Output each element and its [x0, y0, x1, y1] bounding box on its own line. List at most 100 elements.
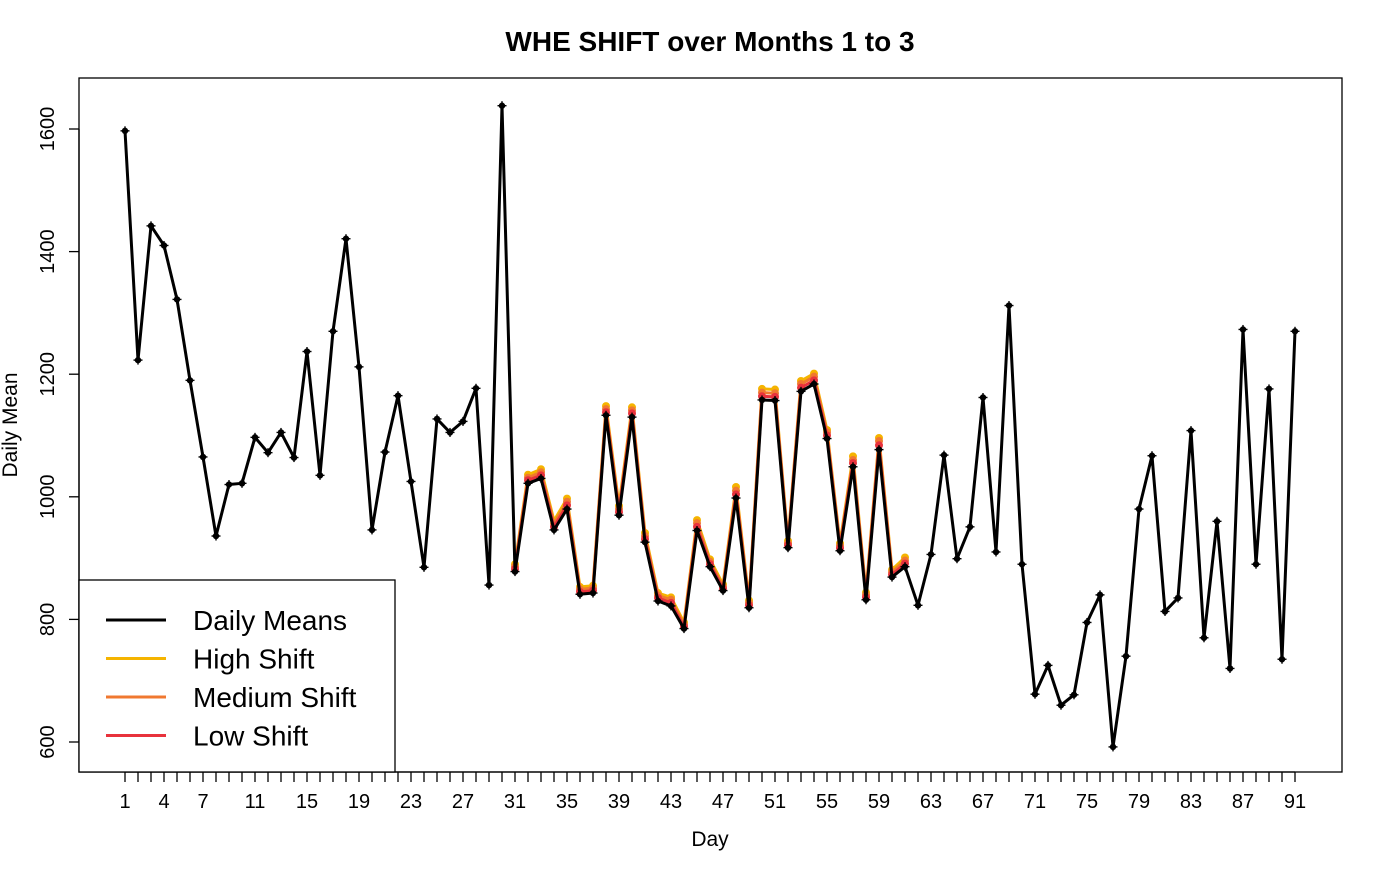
x-tick-label: 87 [1232, 791, 1254, 813]
x-tick-label: 39 [608, 791, 630, 813]
legend: Daily Means High Shift Medium Shift Low Shi… [78, 579, 396, 773]
legend-label: High Shift [193, 644, 315, 675]
data-point-daily-means [861, 595, 871, 605]
data-point-daily-means [1121, 651, 1131, 661]
data-point-daily-means [991, 547, 1001, 557]
legend-item-daily-means: Daily Means [106, 605, 347, 636]
data-point-daily-means [1108, 742, 1118, 752]
x-tick-label: 31 [504, 791, 526, 813]
data-point-daily-means [250, 432, 260, 442]
data-point-daily-means [640, 537, 650, 547]
series-medium-shift [511, 372, 909, 629]
x-tick-label: 19 [348, 791, 370, 813]
legend-item-low-shift: Low Shift [106, 721, 308, 752]
data-point-daily-means [926, 549, 936, 559]
x-tick-label: 35 [556, 791, 578, 813]
data-point-daily-means [848, 462, 858, 472]
data-point-daily-means [1290, 326, 1300, 336]
data-point-daily-means [1056, 700, 1066, 710]
x-tick-label: 7 [197, 791, 208, 813]
y-tick-label: 600 [37, 725, 59, 758]
data-point-daily-means [952, 554, 962, 564]
data-point-daily-means [1264, 384, 1274, 394]
data-point-daily-means [601, 410, 611, 420]
x-tick-label: 43 [660, 791, 682, 813]
data-point-daily-means [1082, 617, 1092, 627]
data-point-daily-means [523, 478, 533, 488]
y-tick-label: 1400 [37, 229, 59, 274]
x-tick-label: 11 [245, 791, 266, 813]
data-point-daily-means [900, 562, 910, 572]
data-point-daily-means [588, 588, 598, 598]
data-point-daily-means [1238, 324, 1248, 334]
data-point-daily-means [757, 395, 767, 405]
x-tick-label: 71 [1024, 791, 1046, 813]
data-point-daily-means [419, 562, 429, 572]
data-point-daily-means [887, 572, 897, 582]
data-point-daily-means [705, 562, 715, 572]
data-point-daily-means [367, 525, 377, 535]
x-tick-label: 27 [452, 791, 474, 813]
data-point-daily-means [328, 326, 338, 336]
data-point-daily-means [562, 504, 572, 514]
x-tick-label: 67 [972, 791, 994, 813]
data-point-daily-means [1160, 606, 1170, 616]
data-point-daily-means [341, 234, 351, 244]
data-point-daily-means [445, 427, 455, 437]
data-point-daily-means [770, 396, 780, 406]
data-point-daily-means [237, 478, 247, 488]
x-tick-label: 15 [296, 791, 318, 813]
data-point-daily-means [315, 470, 325, 480]
data-point-daily-means [211, 531, 221, 541]
data-point-daily-means [549, 525, 559, 535]
x-tick-label: 55 [816, 791, 838, 813]
x-tick-label: 23 [400, 791, 422, 813]
data-point-daily-means [1277, 654, 1287, 664]
data-point-daily-means [263, 448, 273, 458]
data-point-daily-means [185, 375, 195, 385]
data-point-daily-means [835, 546, 845, 556]
data-point-daily-means [120, 126, 130, 136]
x-tick-label: 63 [920, 791, 942, 813]
data-point-daily-means [627, 412, 637, 422]
x-tick-label: 79 [1128, 791, 1150, 813]
x-tick-label: 4 [158, 791, 169, 813]
data-point-daily-means [1212, 516, 1222, 526]
data-point-daily-means [1186, 426, 1196, 436]
data-point-daily-means [913, 600, 923, 610]
x-tick-label: 83 [1180, 791, 1202, 813]
data-point-daily-means [1069, 690, 1079, 700]
data-point-daily-means [354, 362, 364, 372]
legend-label: Daily Means [193, 605, 347, 636]
x-tick-label: 91 [1284, 791, 1306, 813]
data-point-daily-means [666, 601, 676, 611]
data-point-daily-means [302, 347, 312, 357]
data-point-daily-means [406, 476, 416, 486]
data-point-daily-means [679, 624, 689, 634]
data-point-daily-means [614, 510, 624, 520]
data-point-daily-means [939, 450, 949, 460]
data-point-daily-means [289, 453, 299, 463]
x-axis-title: Day [691, 828, 729, 851]
data-point-daily-means [1004, 301, 1014, 311]
y-tick-label: 1600 [37, 107, 59, 152]
data-point-daily-means [731, 493, 741, 503]
data-point-daily-means [1030, 689, 1040, 699]
data-point-daily-means [172, 294, 182, 304]
data-point-daily-means [133, 355, 143, 365]
legend-box [78, 579, 396, 773]
data-point-daily-means [796, 386, 806, 396]
data-point-daily-means [458, 416, 468, 426]
data-point-daily-means [822, 434, 832, 444]
y-tick-label: 1200 [37, 352, 59, 397]
data-point-daily-means [1251, 559, 1261, 569]
data-point-daily-means [471, 383, 481, 393]
data-point-daily-means [1173, 593, 1183, 603]
data-point-daily-means [1017, 559, 1027, 569]
data-point-daily-means [1199, 633, 1209, 643]
legend-item-high-shift: High Shift [106, 644, 315, 675]
x-tick-label: 47 [712, 791, 734, 813]
chart-title: WHE SHIFT over Months 1 to 3 [505, 26, 914, 57]
legend-label: Medium Shift [193, 682, 357, 713]
